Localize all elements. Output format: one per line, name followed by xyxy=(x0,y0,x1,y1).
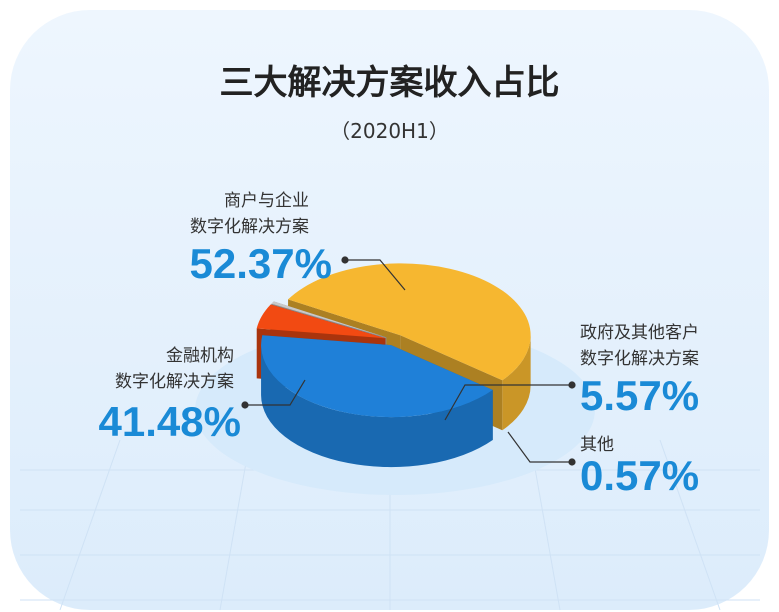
slice xyxy=(288,263,531,381)
slice xyxy=(271,301,387,338)
slice-wall xyxy=(261,345,493,468)
pie xyxy=(256,263,531,468)
slice-label: 金融机构 数字化解决方案 xyxy=(115,346,234,392)
slice-label: 政府及其他客户 数字化解决方案 xyxy=(580,323,699,369)
value-label: 52.37% xyxy=(189,240,332,287)
value-label: 41.48% xyxy=(98,398,241,445)
value-label: 0.57% xyxy=(580,452,700,499)
chart-title: 三大解决方案收入占比 xyxy=(219,63,560,103)
slice xyxy=(256,304,386,339)
slice-label: 其他 xyxy=(580,435,614,455)
slice-wall xyxy=(502,335,531,431)
chart-subtitle: （2020H1） xyxy=(330,119,449,143)
slice-label: 商户与企业 数字化解决方案 xyxy=(190,191,309,237)
value-label: 5.57% xyxy=(580,372,700,419)
leader-lines xyxy=(241,256,576,466)
slice xyxy=(261,335,493,418)
